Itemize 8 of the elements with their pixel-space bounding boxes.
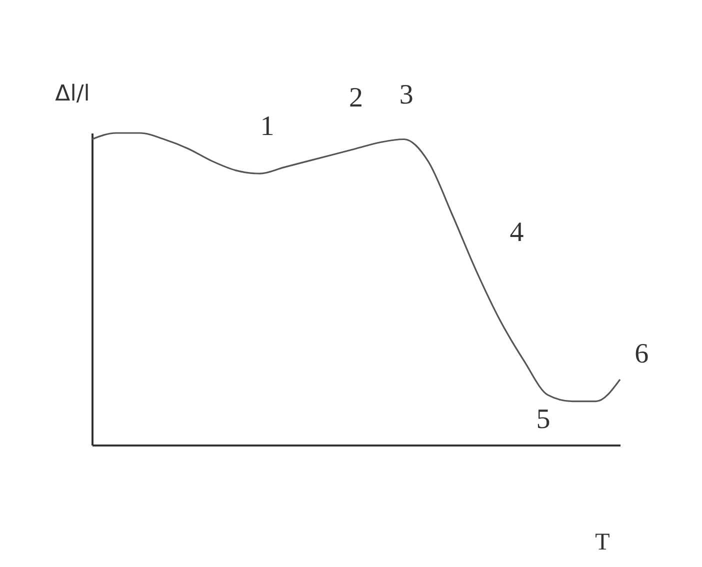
text: 3 [399,80,414,111]
text: 6 [634,338,649,370]
y-axis-title: Δl/l [55,82,90,106]
annotation: 4 [510,216,524,248]
text: 2 [349,82,363,114]
annotation: 1 [260,110,274,142]
annotation: 5 [536,404,550,436]
x-axis-title: T [595,530,610,556]
